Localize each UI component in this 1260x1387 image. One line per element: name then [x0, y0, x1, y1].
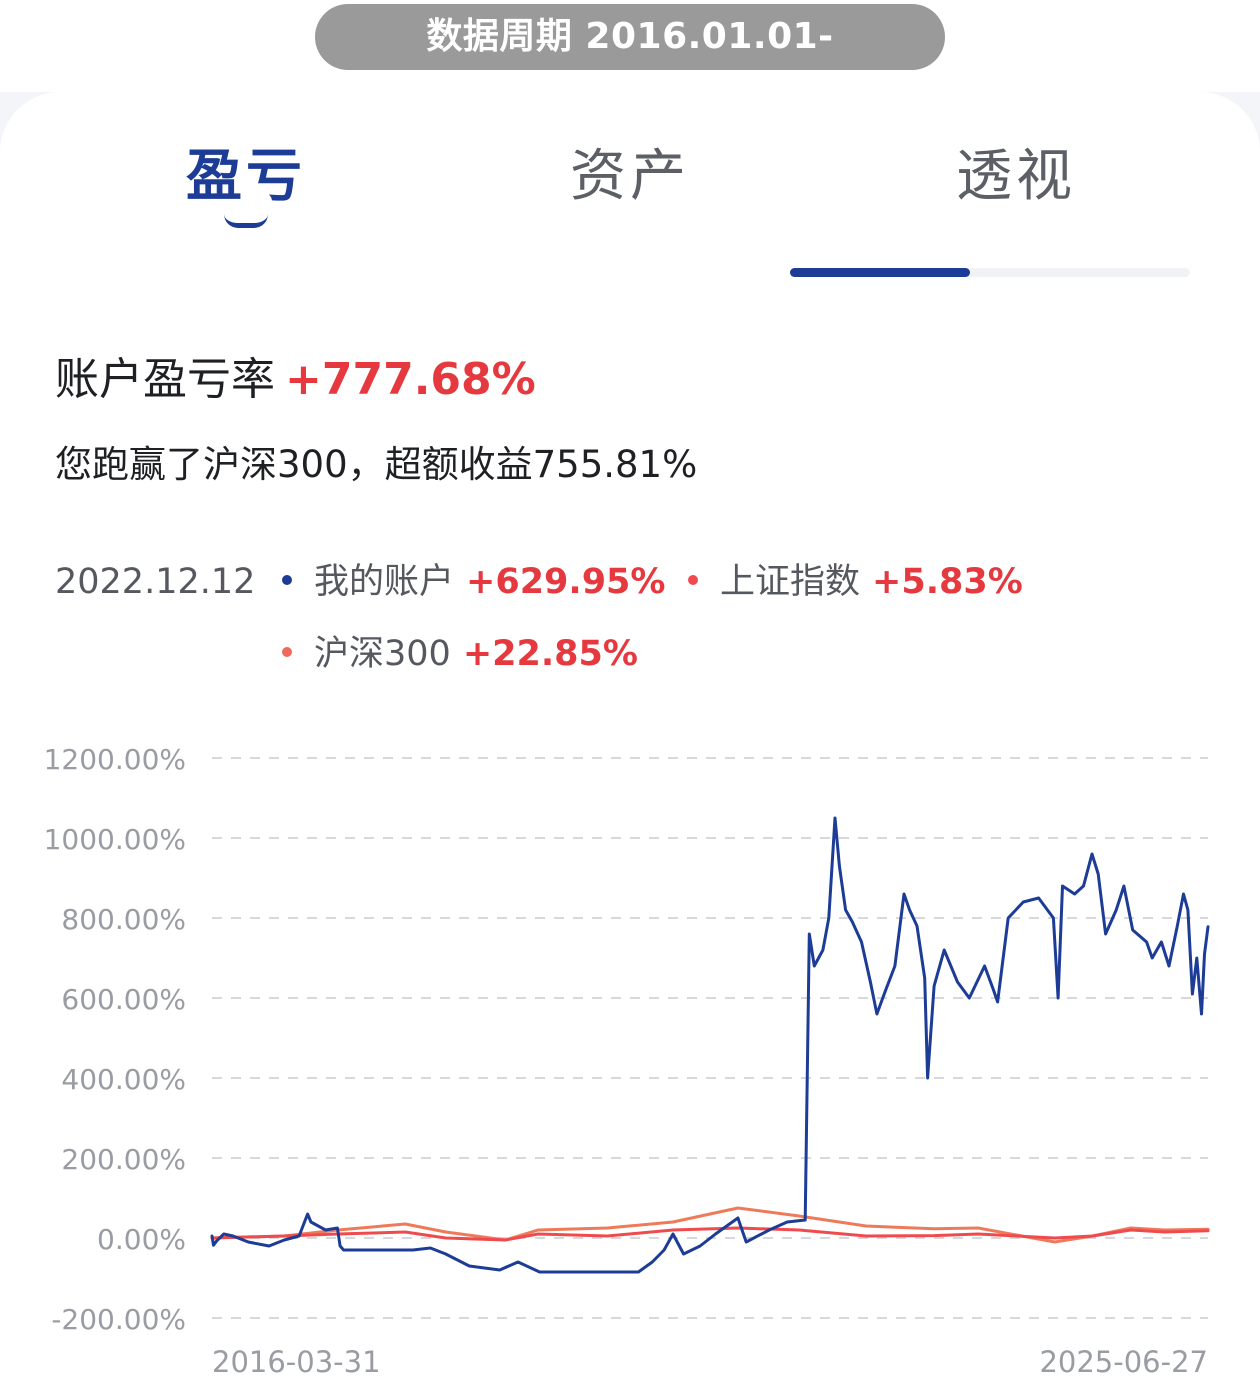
account-return-headline: 账户盈亏率 +777.68% — [55, 350, 536, 410]
series-line-shanghai-index — [210, 1226, 1210, 1242]
active-tab-indicator-icon — [224, 214, 268, 228]
legend-item-csi300[interactable]: 沪深300 +22.85% — [282, 624, 638, 684]
legend-dot-icon — [282, 575, 292, 585]
y-tick-label: -200.00% — [51, 1303, 186, 1336]
y-tick-label: 1000.00% — [44, 823, 186, 856]
excess-return-text: 您跑赢了沪深300，超额收益755.81% — [55, 443, 698, 486]
y-tick-label: 600.00% — [61, 983, 186, 1016]
legend-series-name: 我的账户 — [314, 562, 455, 602]
tab-insight[interactable]: 透视 — [956, 144, 1076, 209]
x-tick-label-end: 2025-06-27 — [1039, 1345, 1208, 1379]
tab-scrollbar[interactable] — [790, 268, 1190, 277]
y-tick-label: 400.00% — [61, 1063, 186, 1096]
y-tick-label: 1200.00% — [44, 743, 186, 776]
legend-dot-icon — [282, 647, 292, 657]
x-tick-label-start: 2016-03-31 — [212, 1345, 381, 1379]
y-tick-label: 800.00% — [61, 903, 186, 936]
chart-legend: 2022.12.12 我的账户 +629.95% 上证指数 +5.83% 沪深300… — [0, 552, 1260, 692]
account-return-label: 账户盈亏率 — [55, 354, 275, 405]
legend-date: 2022.12.12 — [55, 562, 256, 602]
legend-series-name: 上证指数 — [720, 562, 861, 602]
legend-series-value: +5.83% — [872, 562, 1023, 602]
legend-item-my-account[interactable]: 我的账户 +629.95% — [282, 552, 665, 612]
legend-item-shanghai-index[interactable]: 上证指数 +5.83% — [688, 552, 1023, 612]
legend-series-name: 沪深300 — [314, 634, 451, 674]
tab-scrollbar-thumb[interactable] — [790, 268, 970, 277]
y-tick-label: 200.00% — [61, 1143, 186, 1176]
main-card: 盈亏 资产 透视 账户盈亏率 +777.68% 您跑赢了沪深300，超额收益755… — [0, 92, 1260, 1387]
account-return-value: +777.68% — [285, 354, 536, 405]
data-period-badge: 数据周期 2016.01.01-2025.06.27 — [315, 4, 945, 123]
tab-profit-loss[interactable]: 盈亏 — [186, 144, 306, 209]
legend-dot-icon — [688, 575, 698, 585]
y-tick-label: 0.00% — [97, 1223, 186, 1256]
tab-assets[interactable]: 资产 — [570, 144, 690, 209]
series-line-my-account — [210, 816, 1210, 1274]
legend-series-value: +22.85% — [462, 634, 638, 674]
legend-series-value: +629.95% — [466, 562, 666, 602]
